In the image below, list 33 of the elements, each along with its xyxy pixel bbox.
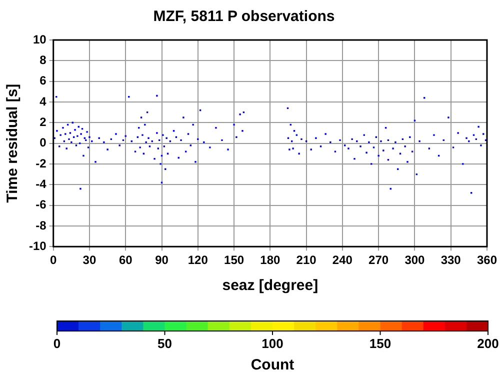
y-tick-label: 6 [40, 74, 47, 88]
x-tick-label: 120 [188, 253, 208, 268]
color-bar-label: 200 [477, 336, 499, 352]
chart-title: MZF, 5811 P observations [153, 8, 335, 26]
x-axis-title: seaz [degree] [222, 277, 318, 294]
x-tick-label: 240 [332, 253, 353, 268]
y-tick-label: -4 [36, 176, 47, 191]
y-tick-label: -10 [29, 238, 47, 253]
color-bar-label: 50 [158, 336, 172, 352]
x-tick-label: 300 [404, 253, 426, 268]
x-tick-label: 330 [440, 253, 462, 268]
color-bar-label: 150 [369, 336, 392, 352]
y-tick-label: 8 [40, 52, 47, 67]
x-tick-label: 270 [368, 253, 389, 268]
color-bar-label: 100 [262, 336, 284, 352]
x-tick-label: 180 [260, 253, 280, 268]
x-tick-label: 90 [155, 253, 169, 268]
x-tick-label: 210 [296, 253, 317, 268]
y-tick-label: 4 [40, 94, 47, 108]
color-bar-label: 0 [53, 336, 61, 352]
y-tick-label: 0 [40, 136, 47, 150]
x-tick-label: 60 [118, 253, 133, 268]
y-tick-label: -2 [36, 156, 47, 170]
y-tick-label: -8 [36, 218, 47, 232]
y-tick-label: 2 [40, 114, 47, 129]
x-tick-label: 150 [224, 253, 244, 268]
y-tick-label: 10 [32, 32, 47, 46]
x-tick-label: 360 [476, 253, 498, 268]
x-tick-label: 30 [82, 253, 96, 268]
y-tick-label: -6 [36, 198, 47, 212]
x-tick-label: 0 [50, 253, 57, 268]
color-bar-title: Count [250, 356, 294, 374]
y-axis-title: Time residual [s] [4, 84, 22, 203]
